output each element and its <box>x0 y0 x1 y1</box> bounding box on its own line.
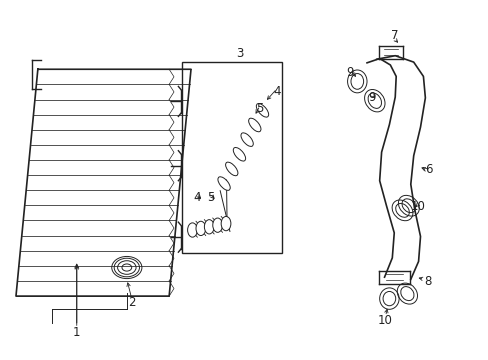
Text: 5: 5 <box>206 191 214 204</box>
Ellipse shape <box>241 133 253 147</box>
Ellipse shape <box>196 221 205 235</box>
Ellipse shape <box>225 162 238 176</box>
Bar <box>182 62 282 253</box>
Ellipse shape <box>187 223 197 237</box>
Text: 10: 10 <box>410 200 425 213</box>
Ellipse shape <box>204 220 214 234</box>
Ellipse shape <box>218 177 230 190</box>
Ellipse shape <box>221 216 230 231</box>
Text: 2: 2 <box>128 296 135 309</box>
Text: 5: 5 <box>256 102 263 115</box>
Text: 9: 9 <box>367 91 375 104</box>
Ellipse shape <box>233 148 245 161</box>
Text: 3: 3 <box>236 47 243 60</box>
Text: 7: 7 <box>390 29 397 42</box>
Ellipse shape <box>248 118 261 132</box>
Text: 6: 6 <box>425 163 432 176</box>
Text: 10: 10 <box>377 314 392 327</box>
Text: 8: 8 <box>424 275 431 288</box>
Text: 4: 4 <box>273 85 280 98</box>
Text: 4: 4 <box>193 191 200 204</box>
Text: 9: 9 <box>346 66 353 79</box>
Ellipse shape <box>256 104 268 117</box>
Text: 1: 1 <box>73 327 81 339</box>
Ellipse shape <box>212 218 222 232</box>
